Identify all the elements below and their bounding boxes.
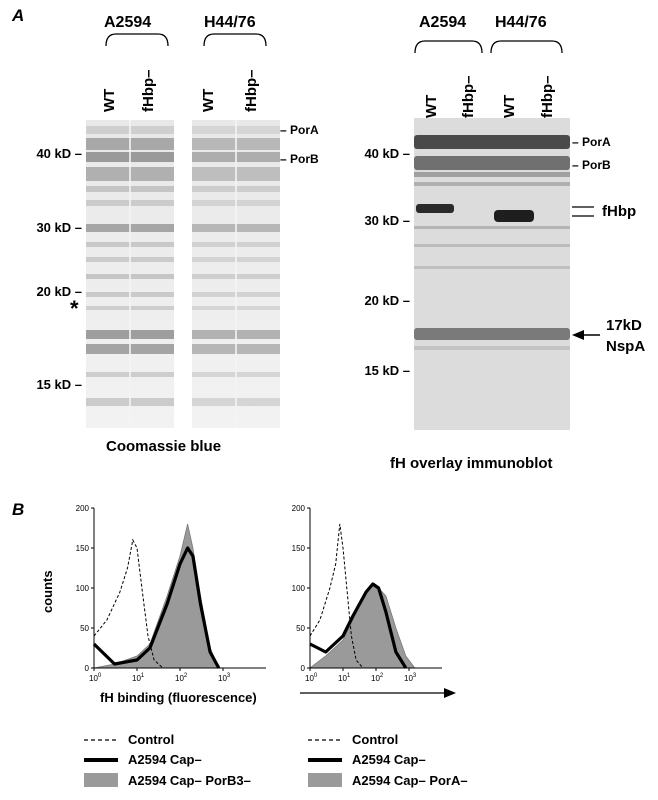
gel-caption: Coomassie blue (106, 438, 222, 455)
gel-band-porb: – PorB (280, 152, 319, 166)
hist-2-ytick-label: 200 (292, 504, 306, 513)
hist-1-ytick-label: 200 (76, 504, 90, 513)
hist-2-ytick-label: 0 (301, 664, 306, 673)
gel-lane-1: WT (101, 88, 118, 112)
hist-2-xtick-label: 103 (404, 673, 417, 683)
hist-2-xtick-label: 101 (338, 673, 351, 683)
legend-right-pora: A2594 Cap– PorA– (352, 773, 468, 788)
blot-lane-1: WT (423, 94, 440, 118)
gel-marker-40: 40 kD – (36, 146, 82, 161)
hist-1-ytick-label: 150 (76, 544, 90, 553)
gel-strain-h4476: H44/76 (204, 14, 256, 31)
legend-swatches (84, 739, 342, 787)
gel-strain-a2594: A2594 (104, 14, 152, 31)
gel-band-pora: – PorA (280, 123, 319, 137)
hist-1-xtick-label: 103 (218, 673, 231, 683)
blot-band-pora: – PorA (572, 135, 611, 149)
hist-2-series-thick (309, 582, 408, 669)
panel-a-letter: A (12, 6, 25, 25)
blot-strain-a2594: A2594 (419, 14, 467, 31)
gel-lane-2: fHbp– (140, 69, 157, 113)
gel-marker-15: 15 kD – (36, 377, 82, 392)
legend-right-control: Control (352, 732, 399, 747)
blot-17kd-label: 17kD (606, 317, 642, 334)
legend-right-cap: A2594 Cap– (352, 752, 426, 767)
legend-right-pora-swatch (308, 773, 342, 787)
blot-band-porb: – PorB (572, 158, 611, 172)
blot-nspa-label: NspA (606, 338, 646, 355)
coomassie-gel-image (86, 120, 280, 428)
hist-2-ytick-label: 100 (292, 584, 306, 593)
hist-1-xtick-label: 101 (132, 673, 145, 683)
legend-left-cap: A2594 Cap– (128, 752, 202, 767)
legend-left-control: Control (128, 732, 175, 747)
hist-1-xtick-label: 102 (175, 673, 188, 683)
hist-1-ytick-label: 0 (85, 664, 90, 673)
blot-lane-4: fHbp– (539, 75, 556, 119)
hist-1-ytick-label: 50 (80, 624, 89, 633)
gel-lane-4: fHbp– (243, 69, 260, 113)
x-axis-arrow-head (444, 688, 456, 698)
blot-fhbp-label: fHbp (602, 203, 637, 220)
blot-lane-2: fHbp– (460, 75, 477, 119)
hist-2-ytick-label: 50 (296, 624, 305, 633)
hist-2-series-dashed (309, 523, 364, 669)
hist-1-series-thick (92, 546, 221, 669)
hist-1-xtick-label: 100 (89, 673, 102, 683)
gel-marker-30: 30 kD – (36, 220, 82, 235)
blot-lane-3: WT (501, 94, 518, 118)
hist-1-ytick-label: 100 (76, 584, 90, 593)
blot-strain-h4476: H44/76 (495, 14, 547, 31)
gel-lane-3: WT (200, 88, 217, 112)
blot-marker-40: 40 kD – (364, 146, 410, 161)
blot-marker-15: 15 kD – (364, 363, 410, 378)
nspa-star-marker: * (70, 296, 79, 321)
blot-marker-30: 30 kD – (364, 213, 410, 228)
legend-left-porb3: A2594 Cap– PorB3– (128, 773, 251, 788)
blot-marker-20: 20 kD – (364, 293, 410, 308)
lane-brackets (105, 33, 563, 54)
hist-2-xtick-label: 102 (371, 673, 384, 683)
gel-marker-20: 20 kD – (36, 284, 82, 299)
fh-binding-histograms: 0 50 100 150 200 100 101 102 103 0 50 100 150 200 100 1… (76, 504, 456, 698)
legend-left-porb3-swatch (84, 773, 118, 787)
immunoblot-image (414, 118, 570, 430)
histogram-x-axis-title: fH binding (fluorescence) (100, 690, 257, 705)
panel-b-letter: B (12, 500, 25, 519)
blot-caption: fH overlay immunoblot (390, 455, 553, 472)
hist-2-xtick-label: 100 (305, 673, 318, 683)
hist-2-ytick-label: 150 (292, 544, 306, 553)
